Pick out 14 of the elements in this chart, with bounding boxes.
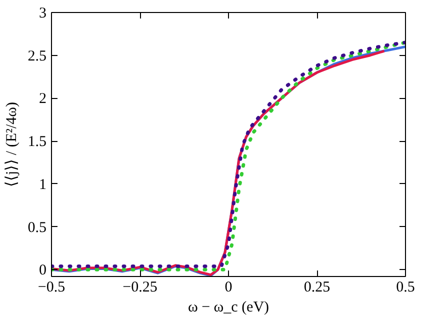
y-tick-label: 2.5 — [28, 48, 46, 64]
y-tick-label: 0.5 — [28, 220, 46, 236]
y-tick-label: 3 — [39, 6, 46, 22]
y-axis-title: ⟨⟨j⟩⟩ / (E²/4ω) — [4, 102, 20, 188]
y-tick-label: 0 — [39, 262, 46, 279]
y-tick-label: 2 — [39, 91, 46, 108]
x-tick-label: 0.5 — [396, 280, 415, 296]
x-tick-label: −0.25 — [122, 280, 158, 296]
x-tick-label: 0.25 — [304, 280, 330, 296]
y-tick-label: 1.5 — [28, 134, 46, 150]
x-axis-title: ω − ω_c (eV) — [188, 300, 270, 316]
y-tick-label: 1 — [39, 176, 46, 193]
x-tick-label: −0.5 — [38, 280, 66, 296]
x-tick-label: 0 — [224, 280, 232, 296]
